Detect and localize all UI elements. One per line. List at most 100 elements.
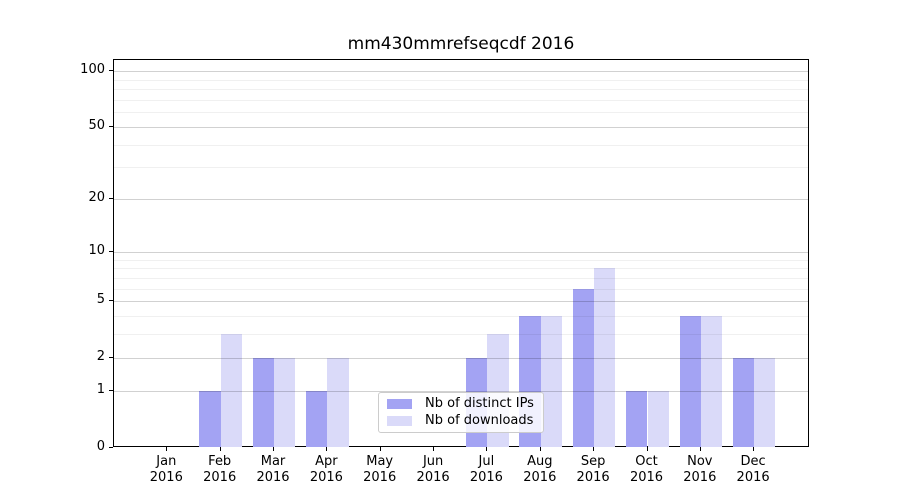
x-tick (273, 447, 274, 451)
y-tick (109, 446, 113, 448)
y-tick (109, 250, 113, 252)
y-tick-label: 5 (96, 292, 105, 308)
y-tick-label: 2 (96, 348, 105, 364)
gridline-minor (114, 167, 808, 169)
x-tick-label: Aug 2016 (508, 454, 572, 486)
x-tick-month: Nov (687, 454, 713, 469)
gridline-major (114, 357, 808, 359)
y-tick (109, 125, 113, 127)
x-tick-month: Feb (208, 454, 232, 469)
x-tick-month: Apr (315, 454, 338, 469)
x-tick-label: Apr 2016 (294, 454, 358, 486)
x-tick (646, 447, 648, 451)
grid-layer (114, 60, 808, 446)
gridline-minor (114, 277, 808, 279)
y-tick-label: 20 (88, 190, 105, 206)
x-tick-month: Sep (580, 454, 606, 469)
legend-label-downloads: Nb of downloads (425, 412, 534, 428)
gridline-major (114, 391, 808, 392)
x-tick-month: Oct (635, 454, 658, 469)
gridline-minor (114, 144, 808, 146)
x-tick-year: 2016 (736, 470, 770, 485)
x-tick-label: Dec 2016 (721, 454, 785, 486)
legend-swatch-distinct-ips (387, 399, 412, 410)
x-tick (539, 447, 541, 451)
legend-row-downloads: Nb of downloads (385, 413, 537, 429)
gridline-minor (114, 99, 808, 101)
gridline-minor (114, 79, 808, 81)
chart-title: mm430mmrefseqcdf 2016 (347, 34, 575, 54)
gridline-major (114, 71, 808, 72)
x-tick-month: Jan (156, 454, 177, 469)
gridline-minor (114, 89, 808, 90)
legend-label-distinct-ips: Nb of distinct IPs (425, 396, 534, 412)
x-tick (433, 447, 435, 451)
x-tick-label: Sep 2016 (561, 454, 625, 486)
legend-row-distinct-ips: Nb of distinct IPs (385, 396, 537, 412)
x-tick (326, 447, 328, 451)
x-tick (379, 447, 381, 451)
x-tick-year: 2016 (149, 470, 183, 485)
plot-area (113, 59, 809, 447)
bar (732, 357, 755, 447)
x-tick-year: 2016 (469, 470, 503, 485)
bar (700, 316, 723, 447)
bar (594, 268, 616, 447)
gridline-major (114, 251, 808, 253)
gridline-minor (114, 259, 808, 261)
x-tick-label: Mar 2016 (241, 454, 305, 486)
x-tick-year: 2016 (629, 470, 664, 485)
legend-swatch-downloads (387, 415, 412, 426)
y-tick-label: 1 (96, 382, 105, 397)
y-tick (109, 356, 113, 358)
gridline-minor (114, 112, 808, 114)
bar (306, 391, 328, 447)
x-tick-label: Oct 2016 (615, 454, 679, 486)
bar (626, 391, 648, 447)
bar (199, 391, 221, 447)
x-tick-year: 2016 (576, 470, 610, 485)
x-tick-month: Jun (422, 454, 444, 469)
gridline-minor (114, 288, 808, 290)
x-tick-year: 2016 (203, 470, 237, 485)
x-tick-month: Jul (478, 454, 495, 469)
bar (327, 357, 349, 447)
x-tick-month: Mar (260, 454, 286, 469)
y-tick-label: 50 (88, 117, 105, 133)
y-tick-label: 10 (88, 242, 105, 258)
x-tick (219, 447, 221, 451)
x-tick-year: 2016 (416, 470, 450, 485)
x-tick-label: Nov 2016 (668, 454, 732, 486)
bar (572, 288, 595, 447)
x-tick-label: Jan 2016 (134, 454, 198, 486)
x-tick (699, 447, 701, 451)
x-tick-year: 2016 (256, 470, 290, 485)
gridline-major (114, 199, 808, 201)
bar (252, 357, 274, 447)
gridline-minor (114, 334, 808, 336)
y-tick-label: 0 (96, 438, 105, 454)
bar (220, 334, 242, 447)
gridline-minor (114, 316, 808, 318)
bar (647, 391, 669, 447)
y-tick (109, 198, 113, 200)
x-tick (486, 447, 488, 451)
x-tick-label: May 2016 (348, 454, 412, 486)
y-tick-label: 100 (80, 62, 105, 77)
x-tick-label: Feb 2016 (188, 454, 252, 486)
bar (679, 316, 701, 447)
y-tick (109, 390, 113, 391)
x-tick-year: 2016 (363, 470, 397, 485)
x-tick-year: 2016 (683, 470, 717, 485)
x-tick (593, 447, 595, 451)
bar (540, 316, 563, 447)
gridline-major (114, 301, 808, 303)
bar (274, 357, 296, 447)
x-tick-month: Dec (740, 454, 766, 469)
bar (754, 357, 776, 447)
y-tick (109, 300, 113, 302)
x-tick (166, 447, 168, 451)
gridline-major (114, 126, 808, 128)
x-tick-month: May (366, 454, 394, 469)
